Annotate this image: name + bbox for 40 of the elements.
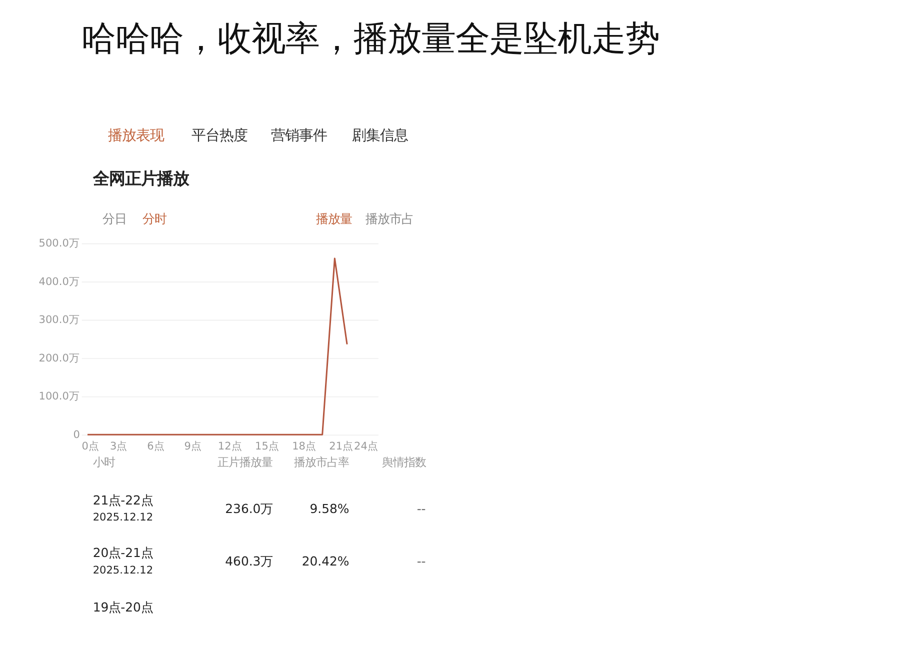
text: 21点-22点 [92,492,153,508]
y-tick-label: 500.0万 [38,238,80,250]
text: 小时 [92,455,115,470]
x-tick-label: 18点 [292,439,316,452]
x-tick-label: 24点 [354,439,378,452]
text: 2025.12.12 [92,564,154,576]
chart-title: 哈哈哈，收视率，播放量全是坠机走势 [81,18,660,59]
text: 9.58% [310,501,350,516]
y-tick-label: 100.0万 [38,390,80,403]
chart-subtitle: 全网正片播放 [92,168,190,188]
y-tick-label: 300.0万 [38,314,80,326]
text: 460.3万 [225,554,273,569]
text: 19点-20点 [92,600,153,615]
y-tick-label: 400.0万 [38,276,80,288]
text: 营销事件 [270,128,327,144]
text: 舆情指数 [382,455,426,470]
x-tick-label: 6点 [147,439,165,452]
text: 剧集信息 [352,128,408,144]
text: -- [416,501,426,516]
text: 2025.12.12 [92,512,154,524]
text: 236.0万 [225,501,273,516]
text: 分时 [142,211,167,226]
text: 20.42% [302,554,350,569]
text: 播放量 [316,211,352,226]
x-tick-label: 15点 [255,439,280,452]
text: 播放表现 [108,128,164,144]
text: 正片播放量 [218,455,273,470]
text: 平台热度 [191,128,248,144]
text: 20点-21点 [92,545,153,560]
x-tick-label: 12点 [218,439,242,452]
text: 分日 [102,211,126,226]
x-tick-label: 9点 [184,439,202,452]
text: -- [416,554,426,569]
x-tick-label: 0点 [82,439,100,452]
x-tick-label: 3点 [110,439,128,452]
x-tick-label: 21点 [329,439,354,452]
y-tick-label: 0 [73,428,80,441]
y-tick-label: 200.0万 [38,352,80,364]
text: 播放市占率 [294,455,350,470]
text: 播放市占 [366,211,414,226]
